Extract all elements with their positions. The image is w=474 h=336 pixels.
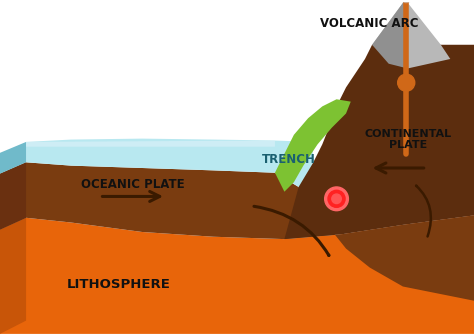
Text: OCEANIC PLATE: OCEANIC PLATE xyxy=(81,178,184,191)
Circle shape xyxy=(325,187,348,211)
Polygon shape xyxy=(372,0,408,69)
Circle shape xyxy=(398,74,415,91)
Circle shape xyxy=(332,194,341,204)
Text: TRENCH: TRENCH xyxy=(262,153,316,166)
Polygon shape xyxy=(0,162,26,229)
Polygon shape xyxy=(0,162,474,301)
Polygon shape xyxy=(372,0,450,69)
Circle shape xyxy=(328,190,345,207)
Circle shape xyxy=(400,0,413,3)
Text: CONTINENTAL
PLATE: CONTINENTAL PLATE xyxy=(364,129,451,151)
Polygon shape xyxy=(26,140,275,147)
FancyArrowPatch shape xyxy=(254,206,329,255)
Polygon shape xyxy=(26,139,313,206)
Polygon shape xyxy=(0,142,26,174)
FancyArrowPatch shape xyxy=(416,186,431,237)
Polygon shape xyxy=(275,99,351,192)
Text: VOLCANIC ARC: VOLCANIC ARC xyxy=(320,17,419,30)
Polygon shape xyxy=(0,215,474,334)
Text: LITHOSPHERE: LITHOSPHERE xyxy=(66,278,171,291)
Polygon shape xyxy=(0,218,26,334)
Polygon shape xyxy=(284,45,474,239)
